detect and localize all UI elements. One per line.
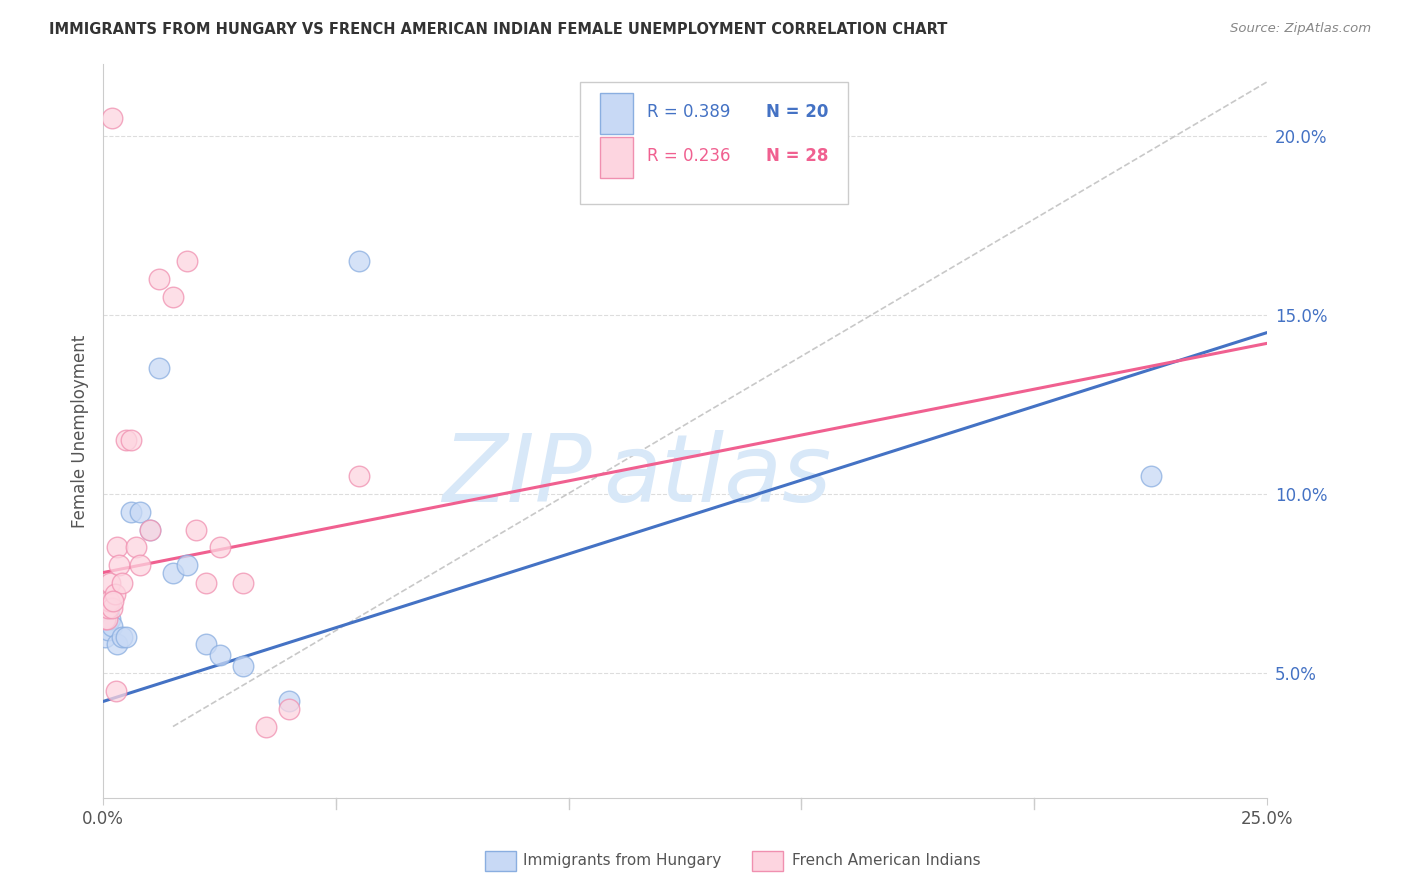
Point: [208, 648, 231, 662]
Point: [129, 505, 152, 519]
Point: [115, 630, 138, 644]
Point: [103, 594, 125, 608]
Point: [232, 658, 254, 673]
Point: [208, 541, 231, 555]
Point: [105, 683, 128, 698]
Point: [176, 558, 198, 573]
Point: [94, 612, 117, 626]
Point: [97, 594, 120, 608]
Point: [347, 468, 370, 483]
Point: [97, 601, 120, 615]
Point: [111, 630, 134, 644]
Point: [278, 701, 301, 715]
Y-axis label: Female Unemployment: Female Unemployment: [72, 334, 89, 528]
Point: [1139, 468, 1161, 483]
Point: [148, 361, 170, 376]
Text: Source: ZipAtlas.com: Source: ZipAtlas.com: [1230, 22, 1371, 36]
Text: ZIP: ZIP: [443, 430, 592, 521]
Text: atlas: atlas: [603, 430, 832, 521]
Bar: [600, 94, 633, 134]
Point: [148, 272, 170, 286]
Point: [232, 576, 254, 591]
Text: N = 28: N = 28: [766, 147, 830, 165]
Text: R = 0.236: R = 0.236: [647, 147, 730, 165]
Bar: [600, 137, 633, 178]
Point: [101, 619, 124, 633]
Point: [108, 558, 131, 573]
Point: [194, 637, 217, 651]
Text: R = 0.389: R = 0.389: [647, 103, 730, 120]
Point: [98, 612, 121, 626]
Text: Immigrants from Hungary: Immigrants from Hungary: [523, 854, 721, 868]
FancyBboxPatch shape: [581, 82, 848, 203]
Point: [97, 601, 120, 615]
Point: [120, 505, 142, 519]
Point: [100, 601, 122, 615]
Point: [176, 254, 198, 268]
Point: [186, 523, 208, 537]
Point: [138, 523, 160, 537]
Point: [104, 587, 127, 601]
Text: French American Indians: French American Indians: [792, 854, 980, 868]
Point: [111, 576, 134, 591]
Point: [101, 111, 124, 125]
Point: [254, 719, 277, 733]
Point: [96, 612, 118, 626]
Point: [120, 433, 142, 447]
Point: [194, 576, 217, 591]
Point: [98, 576, 121, 591]
Point: [94, 630, 117, 644]
Point: [278, 694, 301, 708]
Point: [105, 637, 128, 651]
Point: [125, 541, 148, 555]
Point: [138, 523, 160, 537]
Point: [347, 254, 370, 268]
Point: [97, 623, 120, 637]
Text: N = 20: N = 20: [766, 103, 830, 120]
Point: [105, 541, 128, 555]
Point: [162, 290, 184, 304]
Point: [129, 558, 152, 573]
Text: IMMIGRANTS FROM HUNGARY VS FRENCH AMERICAN INDIAN FEMALE UNEMPLOYMENT CORRELATIO: IMMIGRANTS FROM HUNGARY VS FRENCH AMERIC…: [49, 22, 948, 37]
Point: [115, 433, 138, 447]
Point: [162, 566, 184, 580]
